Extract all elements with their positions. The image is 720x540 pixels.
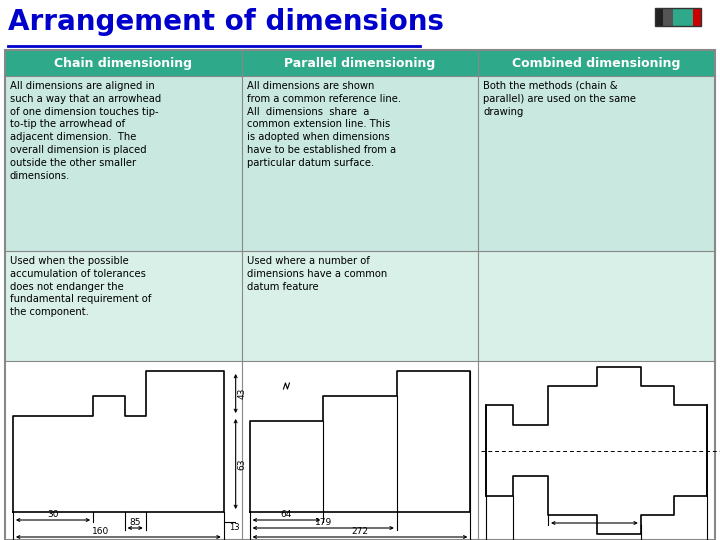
Bar — [478, 76, 715, 251]
Bar — [478, 361, 715, 540]
Bar — [5, 251, 242, 361]
Bar — [693, 8, 701, 26]
Bar — [478, 50, 715, 76]
Bar — [242, 251, 478, 361]
Text: Used where a number of
dimensions have a common
datum feature: Used where a number of dimensions have a… — [247, 256, 387, 292]
Bar — [683, 8, 693, 26]
Text: 85: 85 — [130, 518, 141, 527]
Text: 179: 179 — [315, 518, 332, 527]
Text: Combined dimensioning: Combined dimensioning — [513, 57, 681, 70]
Bar — [5, 76, 242, 251]
Bar — [478, 251, 715, 361]
Text: Parallel dimensioning: Parallel dimensioning — [284, 57, 436, 70]
Text: All dimensions are shown
from a common reference line.
All  dimensions  share  a: All dimensions are shown from a common r… — [247, 81, 401, 168]
Bar — [655, 8, 701, 26]
Bar — [5, 361, 242, 540]
Bar — [242, 76, 478, 251]
Text: 272: 272 — [351, 527, 369, 536]
Bar — [242, 361, 478, 540]
Text: Both the methods (chain &
parallel) are used on the same
drawing: Both the methods (chain & parallel) are … — [483, 81, 636, 117]
Text: 63: 63 — [238, 458, 247, 470]
Bar — [663, 8, 673, 26]
Bar — [242, 50, 478, 76]
Text: 13: 13 — [229, 523, 239, 532]
Text: 30: 30 — [48, 510, 59, 519]
Text: All dimensions are aligned in
such a way that an arrowhead
of one dimension touc: All dimensions are aligned in such a way… — [10, 81, 161, 180]
Text: 160: 160 — [91, 527, 109, 536]
Bar — [673, 8, 683, 26]
Text: 64: 64 — [281, 510, 292, 519]
Text: Arrangement of dimensions: Arrangement of dimensions — [8, 8, 444, 36]
Bar — [655, 8, 663, 26]
Bar — [5, 50, 242, 76]
Text: Chain dimensioning: Chain dimensioning — [54, 57, 192, 70]
Text: Used when the possible
accumulation of tolerances
does not endanger the
fundamen: Used when the possible accumulation of t… — [10, 256, 151, 317]
Text: 43: 43 — [238, 388, 247, 399]
